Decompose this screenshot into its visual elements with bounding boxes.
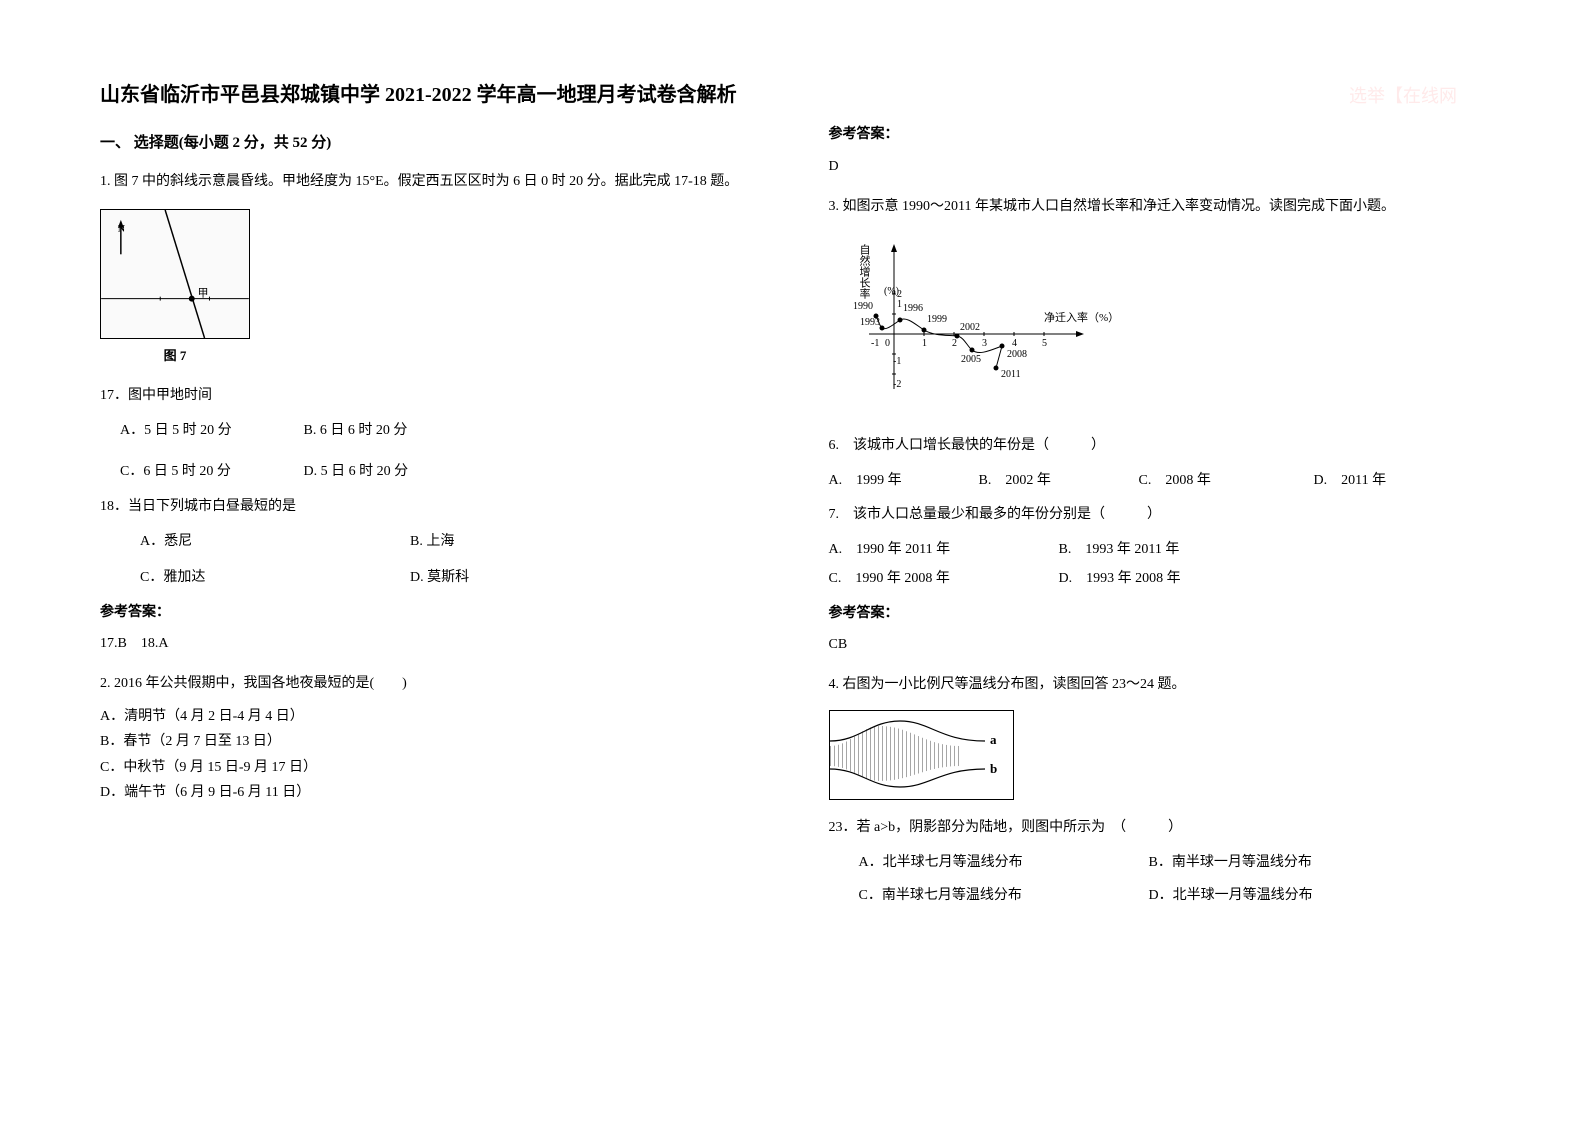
q3-chart: 自然增长率 (%) 净迁入率（%） 2 1 0 -1 -2 -1 1 2 3 4… xyxy=(829,229,1488,418)
q1-answer: 17.B 18.A xyxy=(100,631,759,656)
q1-sub18: 18．当日下列城市白昼最短的是 xyxy=(100,494,759,519)
q4-figure: a b xyxy=(829,710,1014,800)
svg-text:1996: 1996 xyxy=(903,303,923,314)
q1-17-opt-d: D. 5 日 6 时 20 分 xyxy=(304,464,409,479)
q3-7-opt-a: A. 1990 年 2011 年 xyxy=(829,537,1059,562)
q1-stem: 1. 图 7 中的斜线示意晨昏线。甲地经度为 15°E。假定西五区区时为 6 日… xyxy=(100,169,759,194)
svg-text:1999: 1999 xyxy=(927,314,947,325)
section-1-header: 一、 选择题(每小题 2 分，共 52 分) xyxy=(100,130,759,157)
figure-7: N 甲 xyxy=(100,209,250,339)
q3-6-opt-c: C. 2008 年 xyxy=(1139,468,1314,493)
figure-7-caption: 图 7 xyxy=(100,344,250,367)
svg-text:2011: 2011 xyxy=(1001,369,1021,380)
svg-text:3: 3 xyxy=(982,338,987,349)
svg-text:-2: -2 xyxy=(893,379,901,390)
q3-6-opt-d: D. 2011 年 xyxy=(1314,468,1387,493)
svg-text:2002: 2002 xyxy=(960,322,980,333)
q3-sub6: 6. 该城市人口增长最快的年份是（ ） xyxy=(829,433,1488,458)
svg-text:b: b xyxy=(990,761,997,776)
q4-23-opt-d: D．北半球一月等温线分布 xyxy=(1149,883,1313,908)
svg-text:2: 2 xyxy=(952,338,957,349)
svg-text:-1: -1 xyxy=(871,338,879,349)
q2-answer: D xyxy=(829,154,1488,179)
q4-23-opt-b: B．南半球一月等温线分布 xyxy=(1149,850,1312,875)
q1-18-opt-b: B. 上海 xyxy=(410,529,454,554)
q4-sub23: 23．若 a>b，阴影部分为陆地，则图中所示为 （ ） xyxy=(829,815,1488,840)
svg-text:0: 0 xyxy=(885,338,890,349)
svg-text:2008: 2008 xyxy=(1007,349,1027,360)
svg-text:5: 5 xyxy=(1042,338,1047,349)
svg-text:1: 1 xyxy=(897,299,902,310)
q3-stem: 3. 如图示意 1990～2011 年某城市人口自然增长率和净迁入率变动情况。读… xyxy=(829,194,1488,219)
q3-6-opt-a: A. 1999 年 xyxy=(829,468,979,493)
q2-opt-d: D．端午节（6 月 9 日-6 月 11 日） xyxy=(100,780,759,805)
q1-18-opt-d: D. 莫斯科 xyxy=(410,565,469,590)
q1-17-opt-c: C．6 日 5 时 20 分 xyxy=(120,459,300,484)
svg-text:N: N xyxy=(118,224,125,235)
q3-answer: CB xyxy=(829,632,1488,657)
q1-17-opt-b: B. 6 日 6 时 20 分 xyxy=(304,423,408,438)
q4-stem: 4. 右图为一小比例尺等温线分布图，读图回答 23～24 题。 xyxy=(829,672,1488,697)
q1-17-opt-a: A．5 日 5 时 20 分 xyxy=(120,418,300,443)
q3-7-opt-b: B. 1993 年 2011 年 xyxy=(1059,537,1180,562)
exam-title: 山东省临沂市平邑县郑城镇中学 2021-2022 学年高一地理月考试卷含解析 xyxy=(100,80,759,110)
q3-7-opt-d: D. 1993 年 2008 年 xyxy=(1059,566,1181,591)
svg-text:净迁入率（%）: 净迁入率（%） xyxy=(1044,310,1119,324)
svg-text:甲: 甲 xyxy=(198,288,209,300)
svg-text:2005: 2005 xyxy=(961,354,981,365)
q2-opt-c: C．中秋节（9 月 15 日-9 月 17 日） xyxy=(100,755,759,780)
q1-18-opt-a: A．悉尼 xyxy=(140,529,410,554)
svg-text:自然增长率: 自然增长率 xyxy=(858,244,871,300)
q2-answer-header: 参考答案： xyxy=(829,122,1488,147)
svg-text:1: 1 xyxy=(922,338,927,349)
q4-23-opt-a: A．北半球七月等温线分布 xyxy=(859,850,1149,875)
q1-answer-header: 参考答案： xyxy=(100,600,759,625)
q3-7-opt-c: C. 1990 年 2008 年 xyxy=(829,566,1059,591)
q1-sub17: 17．图中甲地时间 xyxy=(100,383,759,408)
q1-18-opt-c: C．雅加达 xyxy=(140,565,410,590)
q3-sub7: 7. 该市人口总量最少和最多的年份分别是（ ） xyxy=(829,502,1488,527)
q3-6-opt-b: B. 2002 年 xyxy=(979,468,1139,493)
q2-opt-a: A．清明节（4 月 2 日-4 月 4 日） xyxy=(100,704,759,729)
svg-text:a: a xyxy=(990,732,997,747)
q2-opt-b: B．春节（2 月 7 日至 13 日） xyxy=(100,729,759,754)
svg-text:1990: 1990 xyxy=(853,301,873,312)
q4-23-opt-c: C．南半球七月等温线分布 xyxy=(859,883,1149,908)
svg-text:4: 4 xyxy=(1012,338,1017,349)
watermark: 选举【在线网 xyxy=(829,80,1488,112)
svg-text:-1: -1 xyxy=(893,356,901,367)
q2-stem: 2. 2016 年公共假期中，我国各地夜最短的是( ) xyxy=(100,671,759,696)
q3-answer-header: 参考答案： xyxy=(829,601,1488,626)
